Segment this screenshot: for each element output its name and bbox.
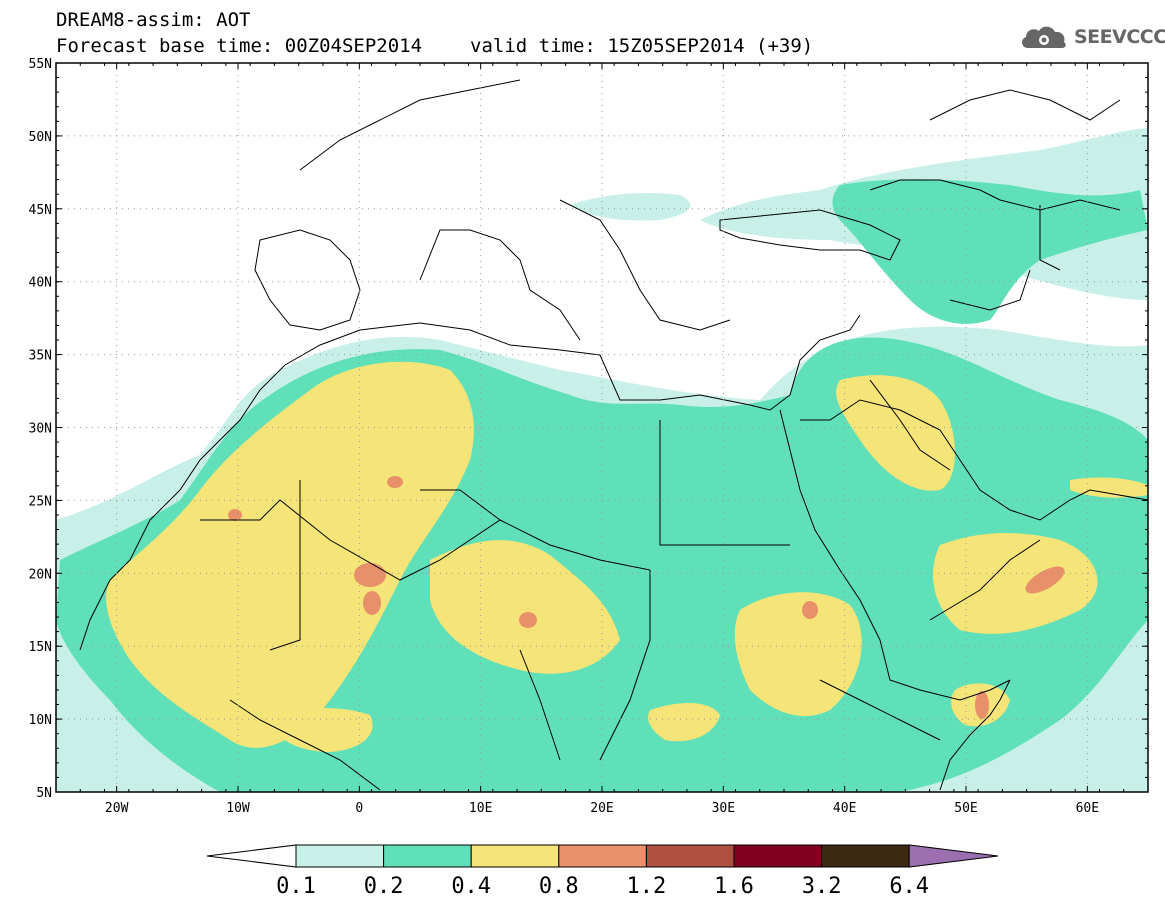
lon-label: 20W [105,801,129,816]
colorbar-lower-arrow [206,844,297,868]
colorbar-segment [645,844,735,868]
colorbar: 0.1 0.2 0.4 0.8 1.2 1.6 3.2 6.4 [206,844,999,899]
colorbar-segment [470,844,560,868]
colorbar-label: 1.2 [627,874,667,899]
product-title: DREAM8-assim: AOT [56,9,251,31]
lon-label: 40E [833,801,856,816]
aot-band-0.8-1.2 [228,476,1065,719]
colorbar-label: 6.4 [889,874,929,899]
lon-label: 0 [355,801,363,816]
lat-label: 15N [29,640,52,655]
time-info: Forecast base time: 00Z04SEP2014 valid ti… [56,36,813,56]
lon-label: 10E [469,801,492,816]
colorbar-segment [821,844,910,868]
lon-label: 50E [954,801,977,816]
valid-time: valid time: 15Z05SEP2014 (+39) [470,35,814,57]
colorbar-label: 0.4 [451,874,491,899]
colorbar-upper-arrow [908,844,999,868]
lat-tick-labels: 5N 10N 15N 20N 25N 30N 35N 40N 45N 50N 55N [29,57,52,801]
lon-label: 10W [226,801,250,816]
seevccc-logo: SEEVCCC [1018,22,1165,52]
aot-band-0.4-0.8 [106,361,1148,752]
lat-label: 25N [29,494,52,509]
colorbar-segment [383,844,472,868]
lat-label: 10N [29,713,52,728]
colorbar-label: 3.2 [802,874,842,899]
lat-label: 35N [29,349,52,364]
cloud-gear-icon [1022,26,1066,48]
lat-label: 20N [29,567,52,582]
colorbar-segment [733,844,823,868]
colorbar-segment [295,844,385,868]
lat-label: 55N [29,57,52,72]
lon-label: 30E [712,801,735,816]
lat-label: 30N [29,422,52,437]
lat-label: 40N [29,276,52,291]
lat-label: 50N [29,130,52,145]
colorbar-segment [558,844,647,868]
colorbar-label: 0.1 [276,874,316,899]
lon-label: 20E [590,801,613,816]
colorbar-label: 0.8 [539,874,579,899]
coastlines-and-borders [79,79,1148,791]
lon-label: 60E [1076,801,1099,816]
graticule [56,63,1148,792]
base-time: Forecast base time: 00Z04SEP2014 [56,35,423,57]
lon-tick-labels: 20W 10W 0 10E 20E 30E 40E 50E 60E [105,801,1099,816]
colorbar-label: 0.2 [364,874,404,899]
lat-label: 45N [29,203,52,218]
lat-label: 5N [36,786,52,801]
axis-ticks [55,62,1149,793]
logo-text: SEEVCCC [1074,26,1165,48]
colorbar-label: 1.6 [714,874,754,899]
